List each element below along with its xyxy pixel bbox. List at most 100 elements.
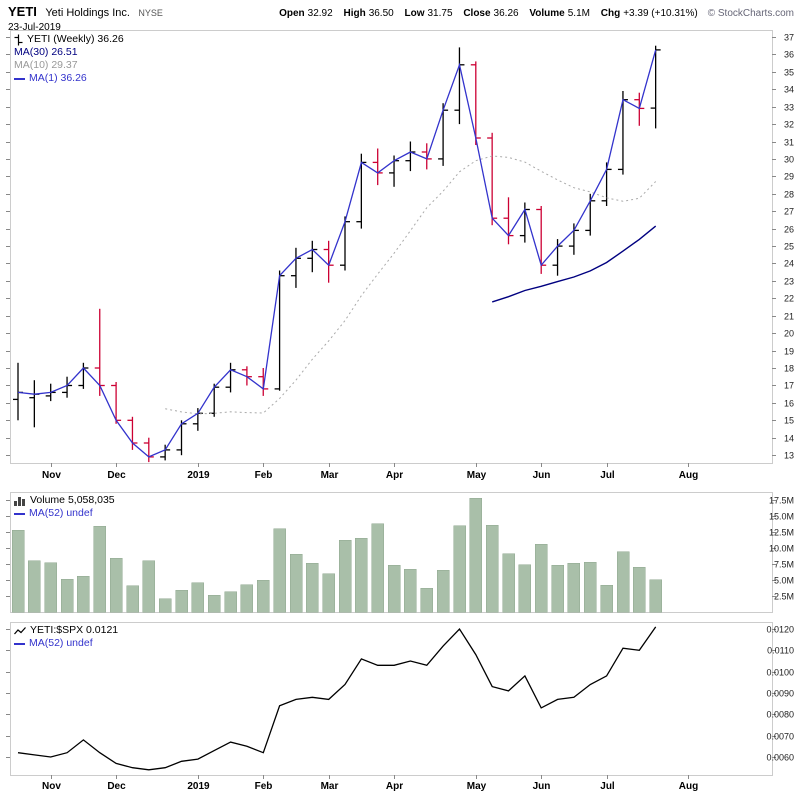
- close-price-line: [17, 49, 657, 458]
- svg-text:0.0070: 0.0070: [766, 732, 794, 742]
- line-chart-icon: [14, 626, 26, 634]
- header-top-row: YETI Yeti Holdings Inc. NYSE Open 32.92 H…: [0, 0, 800, 21]
- svg-text:32: 32: [784, 120, 794, 130]
- low-label: Low: [404, 8, 425, 19]
- svg-text:Jun: Jun: [533, 781, 551, 792]
- svg-text:Nov: Nov: [42, 781, 61, 792]
- svg-text:21: 21: [784, 312, 794, 322]
- svg-text:Jun: Jun: [533, 470, 551, 481]
- ohlc-quote-line: Open 32.92 High 36.50 Low 31.75 Close 36.26 …: [279, 8, 698, 19]
- svg-text:Feb: Feb: [255, 470, 273, 481]
- svg-text:37: 37: [784, 33, 794, 43]
- high-value: 36.50: [368, 8, 394, 19]
- quote-summary: Open 32.92 High 36.50 Low 31.75 Close 36.26 …: [279, 8, 794, 19]
- svg-text:0.0110: 0.0110: [767, 646, 794, 656]
- chg-value: +3.39 (+10.31%): [623, 8, 698, 19]
- price-legend-main-row: YETI (Weekly) 36.26: [14, 33, 124, 46]
- svg-text:12.5M: 12.5M: [769, 528, 794, 538]
- svg-text:33: 33: [784, 103, 794, 113]
- ratio-ma52-legend-row: MA(52) undef: [14, 637, 118, 650]
- svg-text:35: 35: [784, 68, 794, 78]
- svg-text:0.0090: 0.0090: [766, 689, 794, 699]
- volume-ma52-line-swatch: [14, 512, 25, 515]
- svg-text:7.5M: 7.5M: [774, 560, 794, 570]
- ma10-line: [165, 155, 657, 415]
- chg-label: Chg: [600, 8, 621, 19]
- svg-text:15: 15: [784, 416, 794, 426]
- high-label: High: [343, 8, 366, 19]
- svg-text:Feb: Feb: [255, 781, 273, 792]
- svg-text:2.5M: 2.5M: [774, 592, 794, 602]
- volume-legend-main-row: Volume 5,058,035: [14, 494, 115, 507]
- open-label: Open: [279, 8, 305, 19]
- low-value: 31.75: [427, 8, 453, 19]
- svg-text:16: 16: [784, 399, 794, 409]
- ma30-line: [491, 225, 657, 303]
- price-bars: [13, 45, 661, 463]
- svg-text:31: 31: [784, 138, 794, 148]
- ratio-legend: YETI:$SPX 0.0121 MA(52) undef: [14, 624, 118, 650]
- company-name: Yeti Holdings Inc.: [45, 7, 130, 19]
- axes: 13 14 15 16 17 18 19 20 21 22 23 24 25 26 27 28 29 30 31 32…: [6, 33, 794, 792]
- svg-text:Jul: Jul: [600, 470, 615, 481]
- close-label: Close: [463, 8, 491, 19]
- svg-text:2019: 2019: [187, 781, 210, 792]
- svg-text:27: 27: [784, 207, 794, 217]
- volume-legend-label: Volume 5,058,035: [30, 494, 115, 506]
- volume-bars-icon: [14, 496, 25, 506]
- ma1-legend-row: MA(1) 36.26: [14, 72, 124, 85]
- exchange-label: NYSE: [138, 8, 163, 18]
- svg-text:10.0M: 10.0M: [769, 544, 794, 554]
- panel-borders: [10, 30, 773, 776]
- svg-text:17: 17: [784, 381, 794, 391]
- volume-bars: [11, 497, 662, 613]
- ma30-legend-row: MA(30) 26.51: [14, 46, 124, 59]
- svg-text:14: 14: [784, 434, 794, 444]
- open-value: 32.92: [307, 8, 333, 19]
- ratio-ma52-legend-label: MA(52) undef: [29, 637, 93, 649]
- ratio-line: [17, 626, 657, 771]
- svg-text:Jul: Jul: [600, 781, 615, 792]
- ticker-identity: YETI Yeti Holdings Inc. NYSE: [8, 3, 163, 21]
- svg-text:Mar: Mar: [321, 781, 339, 792]
- chart-date: 23-Jul-2019: [8, 22, 61, 33]
- svg-text:26: 26: [784, 225, 794, 235]
- svg-text:Apr: Apr: [386, 470, 403, 481]
- chart-header: YETI Yeti Holdings Inc. NYSE Open 32.92 H…: [0, 0, 800, 33]
- svg-text:Nov: Nov: [42, 470, 61, 481]
- volume-ma52-legend-row: MA(52) undef: [14, 507, 115, 520]
- svg-text:Dec: Dec: [107, 470, 126, 481]
- svg-text:Aug: Aug: [679, 470, 698, 481]
- svg-text:18: 18: [784, 364, 794, 374]
- svg-text:Mar: Mar: [321, 470, 339, 481]
- volume-ma52-legend-label: MA(52) undef: [29, 507, 93, 519]
- ma10-legend-row: MA(10) 29.37: [14, 59, 124, 72]
- ma30-legend-label: MA(30) 26.51: [14, 46, 78, 58]
- svg-text:17.5M: 17.5M: [769, 496, 794, 506]
- svg-text:25: 25: [784, 242, 794, 252]
- svg-text:29: 29: [784, 172, 794, 182]
- svg-text:Dec: Dec: [107, 781, 126, 792]
- svg-text:May: May: [467, 470, 487, 481]
- svg-text:36: 36: [784, 50, 794, 60]
- svg-text:22: 22: [784, 294, 794, 304]
- ratio-ma52-line-swatch: [14, 642, 25, 645]
- ma10-legend-label: MA(10) 29.37: [14, 59, 78, 71]
- ohlc-bars-icon: [14, 34, 23, 45]
- svg-text:24: 24: [784, 259, 794, 269]
- volume-value: 5.1M: [567, 8, 590, 19]
- svg-text:0.0060: 0.0060: [766, 753, 794, 763]
- ma1-line-swatch: [14, 77, 25, 80]
- svg-text:Aug: Aug: [679, 781, 698, 792]
- svg-text:2019: 2019: [187, 470, 210, 481]
- price-legend: YETI (Weekly) 36.26 MA(30) 26.51 MA(10) …: [14, 33, 124, 85]
- svg-text:Apr: Apr: [386, 781, 403, 792]
- svg-text:15.0M: 15.0M: [769, 512, 794, 522]
- svg-text:23: 23: [784, 277, 794, 287]
- copyright-label: © StockCharts.com: [707, 8, 794, 19]
- svg-text:13: 13: [784, 451, 794, 461]
- svg-text:34: 34: [784, 85, 794, 95]
- svg-text:28: 28: [784, 190, 794, 200]
